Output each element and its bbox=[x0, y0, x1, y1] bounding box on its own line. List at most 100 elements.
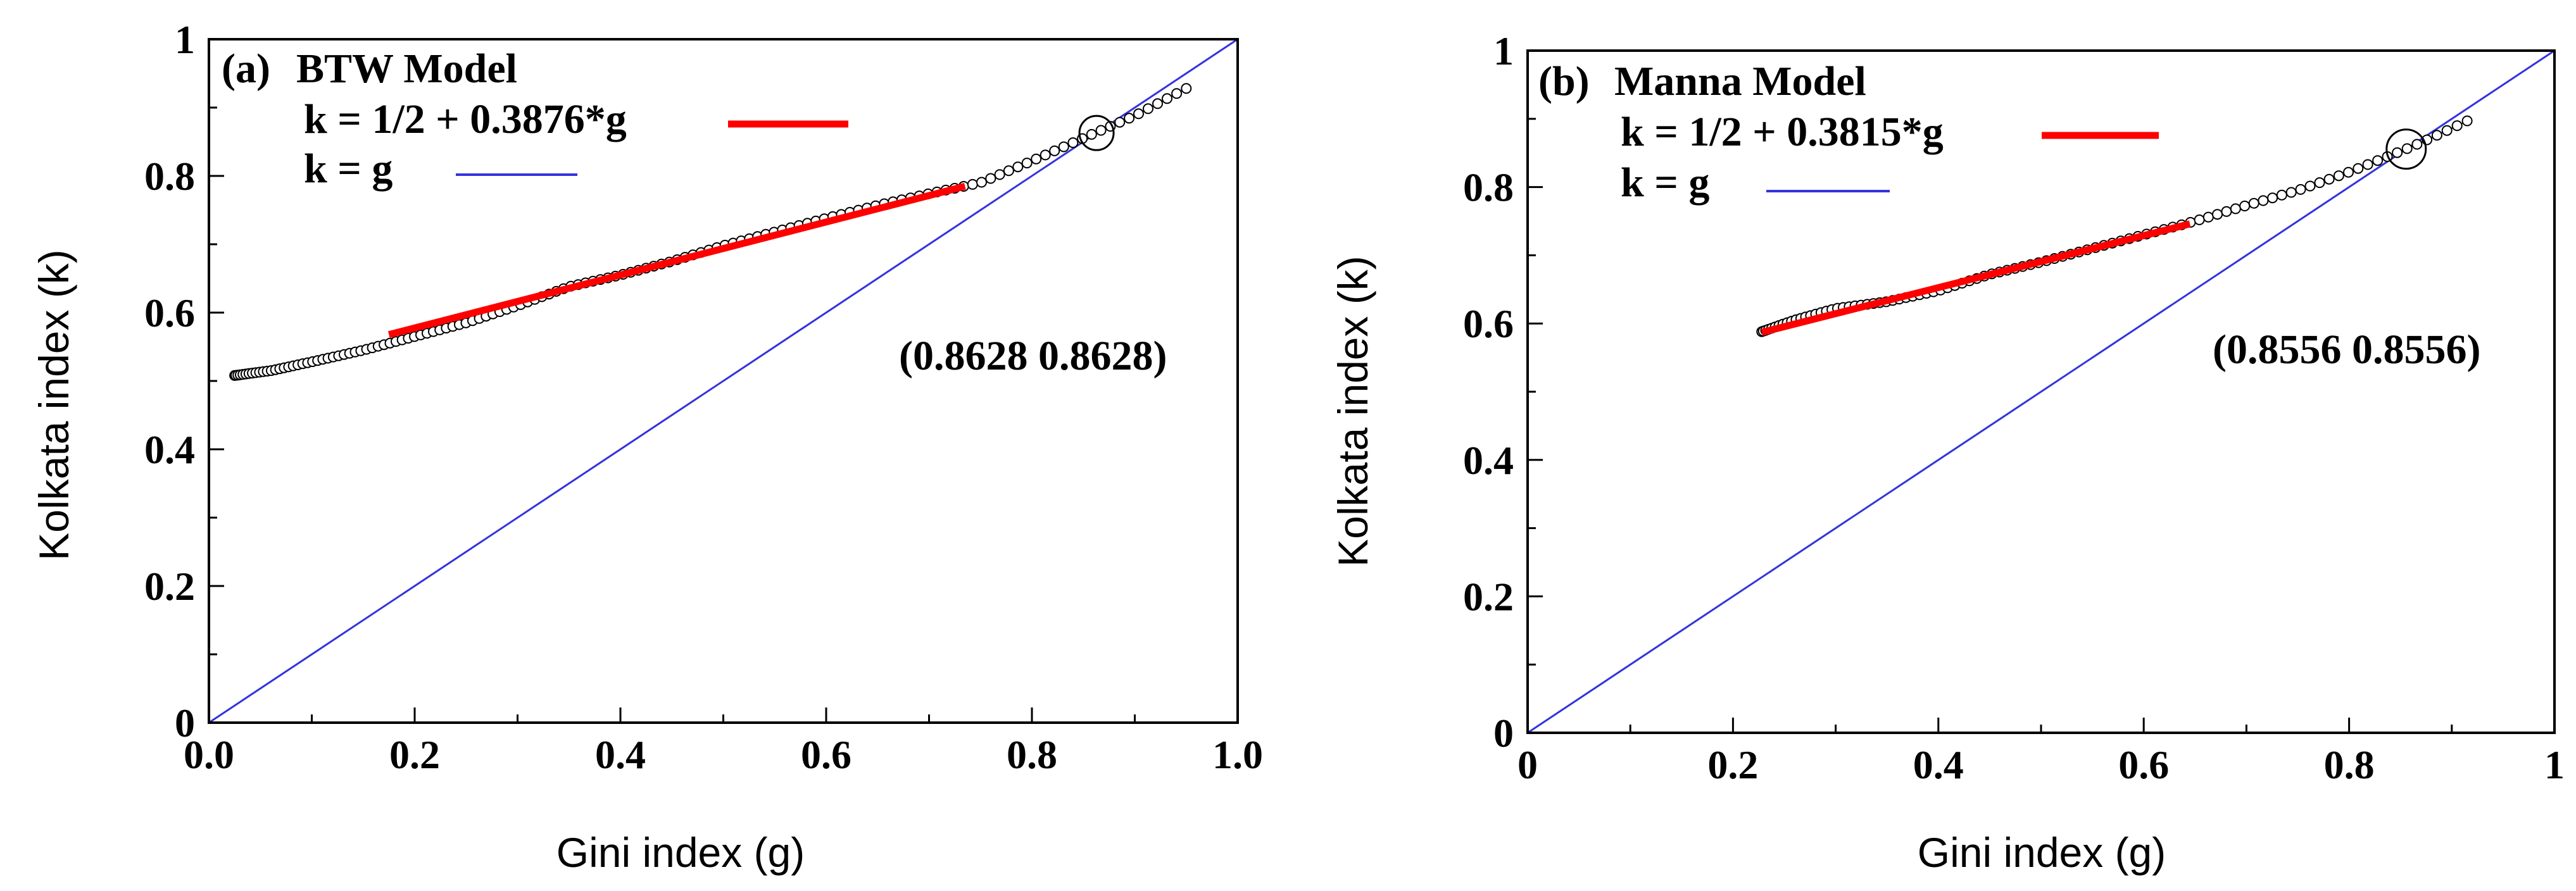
data-point-a bbox=[1031, 153, 1042, 165]
plot-marks-a bbox=[208, 38, 1238, 724]
data-point-b bbox=[2362, 159, 2373, 170]
y-tick-label-a: 0.4 bbox=[144, 427, 195, 472]
x-tick-label-a: 0.8 bbox=[1007, 732, 1057, 777]
data-point-a bbox=[1171, 88, 1183, 99]
data-point-b bbox=[2323, 173, 2335, 185]
data-point-b bbox=[2372, 155, 2384, 166]
data-point-a bbox=[1124, 113, 1135, 124]
y-tick-label-b: 0.2 bbox=[1463, 574, 1514, 619]
y-axis-label-b: Kolkata index (k) bbox=[1329, 256, 1376, 567]
chart-title-b: Manna Model bbox=[1614, 58, 1866, 104]
data-point-a bbox=[994, 169, 1005, 180]
data-point-b bbox=[2285, 187, 2297, 198]
data-point-a bbox=[1003, 165, 1014, 177]
y-tick-label-b: 0 bbox=[1493, 711, 1514, 756]
intersection-annotation-a: (0.8628 0.8628) bbox=[899, 333, 1167, 379]
y-tick-label-a: 0.8 bbox=[144, 154, 195, 199]
x-tick-label-a: 0.6 bbox=[801, 732, 851, 777]
data-point-b bbox=[2230, 203, 2241, 215]
data-point-b bbox=[2267, 192, 2278, 204]
x-tick-label-b: 0.4 bbox=[1913, 742, 1964, 787]
series-identity-line-a bbox=[208, 38, 1238, 724]
data-point-b bbox=[2461, 115, 2473, 127]
plot-marks-b bbox=[1527, 49, 2555, 734]
panel-manna-model: 0 0.2 0.4 0.6 0.8 1 0 0.2 0.4 0.6 0.8 1 (b) Manna … bbox=[1329, 28, 2565, 876]
intersection-annotation-b: (0.8556 0.8556) bbox=[2213, 327, 2480, 373]
x-ticks-a: 0.0 0.2 0.4 0.6 0.8 1.0 bbox=[184, 707, 1263, 777]
y-tick-label-a: 0.2 bbox=[144, 564, 195, 609]
legend-label-identity-a: k = g bbox=[304, 146, 393, 192]
panel-btw-model: 0.0 0.2 0.4 0.6 0.8 1.0 0 0.2 0.4 0.6 0.8 1 (a) BT… bbox=[30, 17, 1263, 876]
data-point-a bbox=[1040, 149, 1051, 161]
data-point-a bbox=[1152, 98, 1163, 109]
data-point-a bbox=[1095, 125, 1107, 136]
x-tick-label-a: 0.4 bbox=[595, 732, 646, 777]
data-point-a bbox=[1181, 83, 1192, 94]
x-tick-label-a: 1.0 bbox=[1212, 732, 1263, 777]
panel-label-a: (a) bbox=[222, 46, 270, 92]
data-point-a bbox=[1133, 108, 1144, 120]
data-point-b bbox=[2392, 147, 2403, 158]
data-point-a bbox=[967, 178, 978, 190]
data-point-a bbox=[1021, 158, 1033, 169]
data-point-a bbox=[1162, 93, 1172, 104]
y-tick-label-b: 0.8 bbox=[1463, 165, 1514, 210]
data-point-b bbox=[2248, 197, 2259, 209]
data-point-b bbox=[2295, 184, 2306, 195]
data-point-b bbox=[2333, 170, 2344, 182]
data-point-b bbox=[2411, 139, 2423, 150]
x-tick-label-b: 0 bbox=[1517, 742, 1538, 787]
intersection-marker-a bbox=[1078, 115, 1115, 151]
data-point-a bbox=[1049, 145, 1060, 156]
data-point-b bbox=[2441, 125, 2453, 136]
y-tick-label-b: 0.4 bbox=[1463, 438, 1514, 483]
data-point-b bbox=[2212, 209, 2223, 220]
x-tick-label-b: 0.2 bbox=[1707, 742, 1758, 787]
legend-label-fit-a: k = 1/2 + 0.3876*g bbox=[304, 96, 627, 142]
x-ticks-b: 0 0.2 0.4 0.6 0.8 1 bbox=[1517, 718, 2565, 787]
x-tick-label-a: 0.2 bbox=[389, 732, 440, 777]
legend-label-identity-b: k = g bbox=[1621, 159, 1709, 206]
series-identity-line-b bbox=[1527, 49, 2555, 734]
data-point-b bbox=[2221, 206, 2232, 217]
data-point-a bbox=[1143, 103, 1153, 115]
data-point-a bbox=[1058, 141, 1069, 153]
panel-label-b: (b) bbox=[1538, 58, 1590, 104]
x-tick-label-a: 0.0 bbox=[184, 732, 234, 777]
data-point-b bbox=[2239, 201, 2251, 211]
legend-label-fit-b: k = 1/2 + 0.3815*g bbox=[1621, 109, 1944, 155]
data-point-a bbox=[976, 177, 987, 188]
data-point-a bbox=[985, 173, 996, 184]
x-axis-label-b: Gini index (g) bbox=[1918, 829, 2166, 876]
data-point-b bbox=[2353, 163, 2364, 174]
data-point-b bbox=[2276, 189, 2287, 201]
data-point-b bbox=[2431, 130, 2442, 141]
y-ticks-b: 0 0.2 0.4 0.6 0.8 1 bbox=[1463, 28, 1543, 756]
y-tick-label-a: 1 bbox=[175, 17, 195, 62]
y-ticks-a: 0 0.2 0.4 0.6 0.8 1 bbox=[144, 17, 224, 745]
data-point-b bbox=[2314, 177, 2325, 189]
y-tick-label-b: 0.6 bbox=[1463, 301, 1514, 346]
data-point-a bbox=[1114, 116, 1126, 128]
y-tick-label-b: 1 bbox=[1493, 28, 1514, 73]
y-axis-label-a: Kolkata index (k) bbox=[30, 249, 77, 561]
y-tick-label-a: 0.6 bbox=[144, 290, 195, 335]
data-point-b bbox=[2401, 143, 2413, 154]
data-point-b bbox=[2202, 211, 2214, 223]
chart-title-a: BTW Model bbox=[296, 46, 517, 92]
data-point-b bbox=[2343, 166, 2354, 178]
data-point-b bbox=[2194, 214, 2205, 225]
data-point-b bbox=[2258, 195, 2269, 206]
series-fit-line-b bbox=[1761, 220, 2191, 336]
data-point-a bbox=[1086, 128, 1097, 140]
data-point-a bbox=[1012, 161, 1024, 173]
data-point-b bbox=[2304, 180, 2316, 192]
series-fit-line-a bbox=[388, 182, 966, 339]
data-point-a bbox=[1067, 137, 1079, 148]
x-tick-label-b: 0.8 bbox=[2324, 742, 2375, 787]
intersection-marker-b bbox=[2385, 128, 2427, 170]
x-tick-label-b: 0.6 bbox=[2118, 742, 2169, 787]
y-tick-label-a: 0 bbox=[175, 701, 195, 745]
x-axis-label-a: Gini index (g) bbox=[556, 829, 805, 876]
